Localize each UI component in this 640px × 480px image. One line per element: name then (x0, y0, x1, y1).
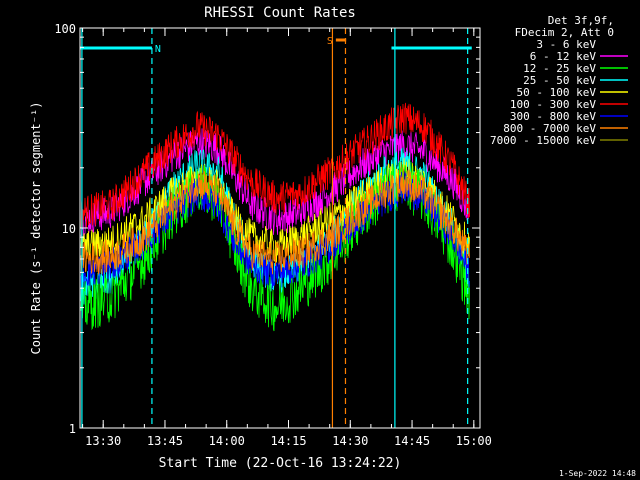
legend-label-8: 7000 - 15000 keV (490, 134, 596, 147)
y-axis: 1 10 100 (54, 22, 480, 436)
legend-label-5: 100 - 300 keV (510, 98, 596, 111)
legend-label-3: 25 - 50 keV (523, 74, 596, 87)
series-line-0 (80, 91, 470, 196)
annotation-label-1: S (327, 36, 333, 47)
x-tick-label-3: 14:15 (270, 434, 306, 448)
x-tick-label-6: 15:00 (456, 434, 492, 448)
y-tick-label-1: 10 (62, 222, 76, 236)
footer-timestamp: 1-Sep-2022 14:48 (559, 469, 636, 478)
time-markers: NS (80, 28, 472, 428)
legend-header-0: Det 3f,9f, (548, 14, 614, 27)
legend-label-6: 300 - 800 keV (510, 110, 596, 123)
x-tick-label-1: 13:45 (147, 434, 183, 448)
x-tick-label-0: 13:30 (85, 434, 121, 448)
data-traces (80, 91, 470, 332)
chart-title: RHESSI Count Rates (204, 5, 356, 21)
legend-label-4: 50 - 100 keV (517, 86, 597, 99)
x-axis: 13:30 13:45 14:00 14:15 14:30 14:45 15:00 (82, 28, 492, 448)
legend-label-7: 800 - 7000 keV (503, 122, 596, 135)
legend-label-2: 12 - 25 keV (523, 62, 596, 75)
legend-label-0: 3 - 6 keV (536, 38, 596, 51)
series-line-5 (80, 102, 470, 228)
x-tick-label-4: 14:30 (332, 434, 368, 448)
legend-header-1: FDecim 2, Att 0 (515, 26, 614, 39)
x-axis-label: Start Time (22-Oct-16 13:24:22) (159, 456, 402, 471)
x-tick-label-5: 14:45 (394, 434, 430, 448)
y-tick-label-0: 1 (69, 422, 76, 436)
y-axis-label-text: Count Rate (s⁻¹ detector segment⁻¹) (29, 102, 43, 355)
annotation-label-0: N (155, 44, 161, 55)
series-line-7 (80, 167, 470, 275)
y-tick-label-2: 100 (54, 22, 76, 36)
y-axis-label: Count Rate (s⁻¹ detector segment⁻¹) (29, 102, 43, 355)
x-tick-label-2: 14:00 (209, 434, 245, 448)
legend-label-1: 6 - 12 keV (530, 50, 597, 63)
